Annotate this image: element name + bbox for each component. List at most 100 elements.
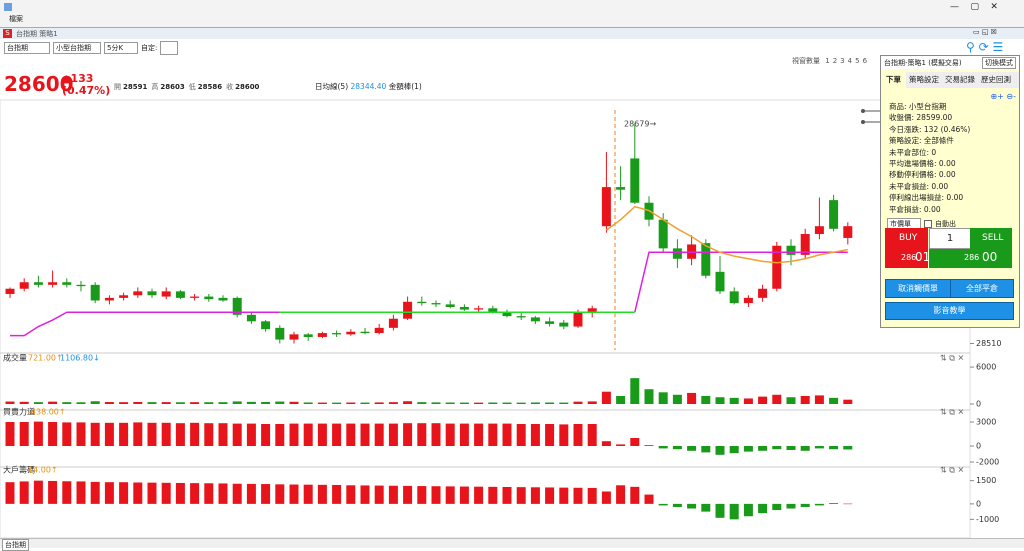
cancel-button[interactable]: 取消觸價單 (885, 279, 951, 298)
mode-button[interactable]: 切換模式 (982, 56, 1016, 69)
bar (786, 397, 796, 404)
bar (48, 422, 58, 446)
candle-body (246, 314, 256, 322)
candle-body (62, 282, 72, 285)
window-count-option[interactable]: 4 (847, 57, 853, 65)
symbol-select[interactable]: 台指期 (4, 42, 50, 54)
candle-body (317, 333, 327, 337)
qty-input[interactable]: 1 (929, 228, 971, 249)
bar (800, 503, 810, 507)
candle-body (474, 308, 484, 310)
candle-body (360, 331, 370, 334)
window-count-option[interactable]: 2 (832, 57, 838, 65)
bar (232, 401, 242, 404)
video-button[interactable]: 影音教學 (885, 302, 1014, 320)
candle-body (545, 321, 555, 324)
title-bar: 檔案 — ▢ ✕ (0, 0, 1024, 27)
bar (573, 424, 583, 446)
info-line: 平均進場價格: 0.00 (889, 158, 956, 168)
candle-body (502, 312, 512, 317)
ohlc-label: 低 (188, 83, 196, 91)
sheet-tab[interactable]: 台指期 (2, 539, 29, 551)
buy-label: BUY (899, 233, 918, 243)
bar (303, 423, 313, 446)
bar (758, 396, 768, 404)
close-all-button[interactable]: 全部平倉 (950, 279, 1014, 298)
candle-body (76, 284, 86, 287)
bar (5, 401, 15, 404)
window-count-option[interactable]: 3 (840, 57, 845, 65)
bar (573, 487, 583, 504)
candle-body (403, 301, 413, 319)
panel-tab[interactable]: 歷史回測 (981, 75, 1011, 84)
bar (701, 396, 711, 404)
bar (644, 389, 654, 404)
menu-file[interactable]: 檔案 (9, 15, 23, 23)
bar (445, 486, 455, 504)
sell-box[interactable]: SELL (970, 228, 1012, 268)
bar (403, 485, 413, 504)
sub-symbol-select[interactable]: 小型台指期 (53, 42, 101, 54)
window-count-option[interactable]: 6 (862, 57, 868, 65)
toolbar-icons[interactable]: ⚲ ⟳ ☰ (966, 40, 1004, 54)
bar (133, 422, 143, 446)
bar (204, 483, 214, 504)
buy-box[interactable]: BUY 286 01 (885, 228, 930, 268)
toolbar: 台指期 小型台指期 5分K 自定: (4, 41, 179, 55)
panel-tab[interactable]: 交易記錄 (945, 75, 975, 84)
bar (147, 402, 157, 404)
candle-body (374, 327, 384, 334)
ohlc-value: 28586 (197, 83, 223, 91)
bar (62, 422, 72, 446)
candle-body (758, 288, 768, 298)
period-select[interactable]: 5分K (104, 42, 138, 54)
bar (573, 401, 583, 404)
bar (516, 402, 526, 404)
bar (275, 401, 285, 404)
bar (76, 422, 86, 446)
bar (190, 422, 200, 446)
window-controls[interactable]: — ▢ ✕ (950, 2, 998, 12)
candle-body (175, 291, 185, 298)
auto-checkbox[interactable] (924, 219, 932, 228)
panel-title: 大戶籌碼 (3, 465, 35, 475)
zoom-icons[interactable]: ⊕+ ⊖- (990, 92, 1016, 101)
bar (360, 485, 370, 504)
bar (758, 503, 768, 514)
bar (516, 487, 526, 504)
custom-input[interactable] (160, 41, 179, 55)
bar (261, 424, 271, 446)
bar (672, 503, 682, 507)
bar (630, 378, 640, 404)
candle-body (772, 245, 782, 289)
y-tick-label: 3000 (976, 418, 996, 427)
inner-controls[interactable]: ▭ ◱ ☒ (973, 28, 997, 36)
window-count-option[interactable]: 1 (825, 57, 830, 65)
bar (147, 482, 157, 504)
window-count-option[interactable]: 5 (855, 57, 860, 65)
candle-body (133, 291, 143, 296)
ohlc-label: 高 (151, 83, 159, 91)
bar (190, 402, 200, 404)
info-line: 未平倉損益: 0.00 (889, 181, 949, 191)
bar (701, 503, 711, 512)
bar (417, 486, 427, 504)
panel-title: 買賣力道 (3, 407, 35, 417)
bar (445, 402, 455, 404)
bar (175, 423, 185, 446)
candle-body (530, 317, 540, 322)
candle-body (715, 271, 725, 292)
info-line: 移動停利價格: 0.00 (889, 170, 956, 180)
bar (62, 402, 72, 404)
bar (772, 394, 782, 404)
candle-body (303, 334, 313, 337)
bar (218, 423, 228, 446)
bar (275, 424, 285, 446)
bar (360, 423, 370, 446)
candle-body (431, 303, 441, 305)
panel-tab[interactable]: 下單 (881, 72, 906, 88)
bar (246, 483, 256, 504)
panel-tab[interactable]: 策略設定 (909, 75, 939, 84)
